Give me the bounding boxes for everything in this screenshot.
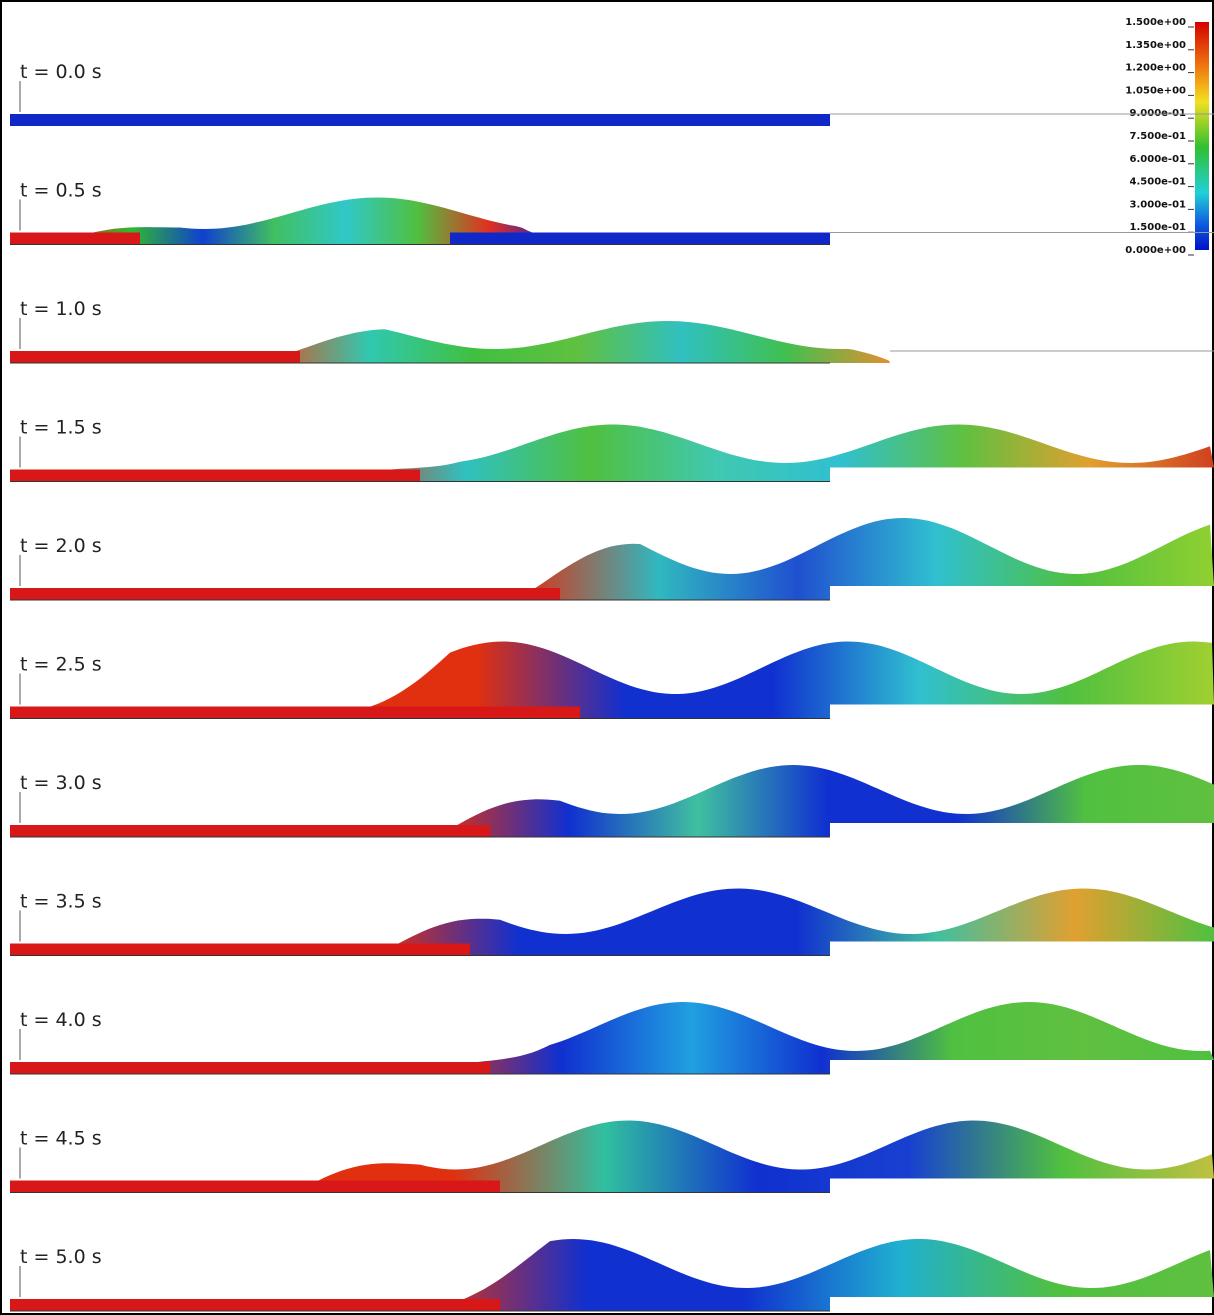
- fluid-bed: [10, 707, 580, 719]
- panel-label: t = 0.5 s: [20, 180, 102, 202]
- fluid-bed: [10, 944, 470, 956]
- wave: [265, 321, 890, 363]
- panel: t = 3.5 s: [10, 889, 1214, 956]
- colorbar: [1195, 22, 1209, 250]
- fluid-bed: [450, 233, 830, 245]
- panel: t = 1.0 s: [10, 298, 1214, 363]
- panel-label: t = 3.5 s: [20, 891, 102, 913]
- fluid-bed: [10, 1299, 500, 1311]
- panel: t = 3.0 s: [10, 765, 1214, 837]
- panel: t = 0.0 s: [10, 61, 1214, 126]
- panel-label: t = 0.0 s: [20, 61, 102, 83]
- colorbar-label: 6.000e-01: [1130, 154, 1187, 165]
- wave: [430, 1002, 1214, 1074]
- panel: t = 2.0 s: [10, 518, 1214, 600]
- wave: [520, 518, 1214, 600]
- colorbar-label: 7.500e-01: [1130, 131, 1187, 142]
- panel-label: t = 4.0 s: [20, 1009, 102, 1031]
- panel-label: t = 2.5 s: [20, 654, 102, 676]
- wave: [440, 765, 1214, 837]
- panel-label: t = 5.0 s: [20, 1246, 102, 1268]
- panel-label: t = 4.5 s: [20, 1128, 102, 1150]
- fluid-bed: [10, 351, 300, 363]
- colorbar-label: 4.500e-01: [1130, 177, 1187, 188]
- panel-label: t = 1.0 s: [20, 298, 102, 320]
- colorbar-label: 0.000e+00: [1125, 245, 1186, 256]
- panel: t = 2.5 s: [10, 642, 1214, 719]
- colorbar-label: 1.500e-01: [1130, 222, 1187, 233]
- panel-label: t = 3.0 s: [20, 772, 102, 794]
- fluid-bed: [10, 470, 420, 482]
- panel-label: t = 1.5 s: [20, 417, 102, 439]
- fluid-bed: [10, 1181, 500, 1193]
- panel-label: t = 2.0 s: [20, 535, 102, 557]
- fluid-bed: [10, 825, 490, 837]
- fluid-bed: [10, 1062, 490, 1074]
- colorbar-label: 1.350e+00: [1125, 40, 1186, 51]
- colorbar-label: 1.500e+00: [1125, 17, 1186, 28]
- wave: [430, 1239, 1214, 1311]
- figure: 1.500e+001.350e+001.200e+001.050e+009.00…: [0, 0, 1214, 1315]
- wave: [340, 425, 1214, 482]
- fluid-bed: [10, 233, 140, 245]
- panel: t = 4.0 s: [10, 1002, 1214, 1074]
- frame: [1, 1, 1213, 1314]
- colorbar-label: 1.200e+00: [1125, 63, 1186, 74]
- panel: t = 0.5 s: [10, 180, 1214, 245]
- fluid-bed: [10, 588, 560, 600]
- panel: t = 1.5 s: [10, 417, 1214, 482]
- fluid-bed: [10, 114, 830, 126]
- panel: t = 5.0 s: [10, 1239, 1214, 1311]
- colorbar-label: 3.000e-01: [1130, 199, 1187, 210]
- panel: t = 4.5 s: [10, 1121, 1214, 1193]
- colorbar-label: 1.050e+00: [1125, 85, 1186, 96]
- wave: [380, 889, 1214, 956]
